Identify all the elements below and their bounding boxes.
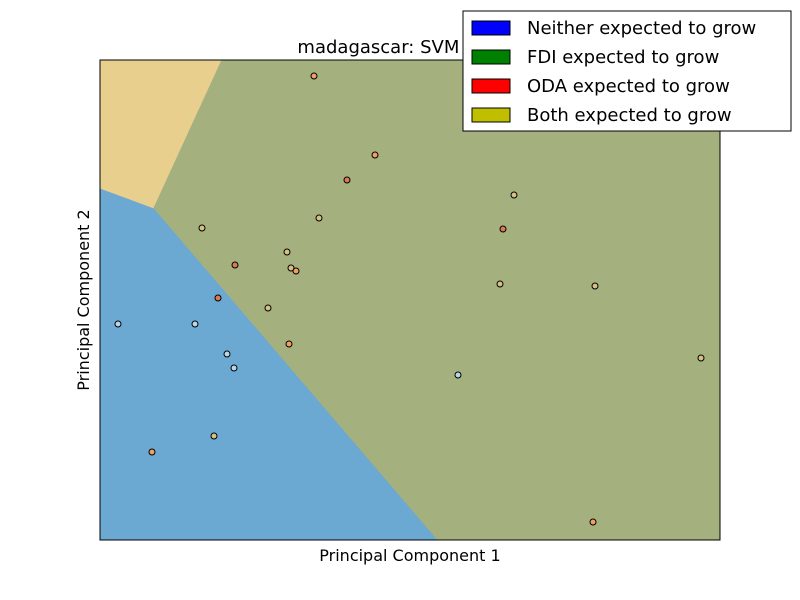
legend-box bbox=[462, 10, 792, 132]
decision-regions bbox=[99, 59, 721, 541]
legend: Neither expected to grow FDI expected to … bbox=[462, 10, 792, 132]
legend-label: Both expected to grow bbox=[527, 105, 732, 126]
data-point bbox=[292, 267, 300, 275]
data-point bbox=[315, 214, 323, 222]
data-point bbox=[285, 340, 293, 348]
data-point bbox=[287, 264, 295, 272]
data-point bbox=[589, 518, 597, 526]
legend-label: FDI expected to grow bbox=[527, 47, 719, 68]
data-point bbox=[148, 448, 156, 456]
x-axis-label: Principal Component 1 bbox=[319, 546, 500, 565]
plot-frame bbox=[99, 59, 721, 541]
data-point bbox=[310, 72, 318, 80]
legend-swatch bbox=[471, 49, 511, 65]
legend-swatch bbox=[471, 78, 511, 94]
data-point bbox=[230, 364, 238, 372]
data-point bbox=[210, 432, 218, 440]
data-point bbox=[591, 282, 599, 290]
legend-label: ODA expected to grow bbox=[527, 76, 730, 97]
data-point bbox=[264, 304, 272, 312]
data-point bbox=[371, 151, 379, 159]
data-point bbox=[231, 261, 239, 269]
legend-label: Neither expected to grow bbox=[527, 18, 756, 39]
data-point bbox=[510, 191, 518, 199]
legend-swatch bbox=[471, 20, 511, 36]
data-point bbox=[283, 248, 291, 256]
data-point bbox=[191, 320, 199, 328]
data-point bbox=[223, 350, 231, 358]
data-point bbox=[496, 280, 504, 288]
data-point bbox=[697, 354, 705, 362]
legend-swatch bbox=[471, 107, 511, 123]
chart-title: madagascar: SVM Line bbox=[297, 37, 502, 58]
y-axis-label: Principal Component 2 bbox=[74, 209, 93, 390]
data-point bbox=[114, 320, 122, 328]
data-point bbox=[198, 224, 206, 232]
data-point bbox=[454, 371, 462, 379]
data-point bbox=[343, 176, 351, 184]
data-points bbox=[114, 72, 705, 526]
data-point bbox=[499, 225, 507, 233]
data-point bbox=[214, 294, 222, 302]
